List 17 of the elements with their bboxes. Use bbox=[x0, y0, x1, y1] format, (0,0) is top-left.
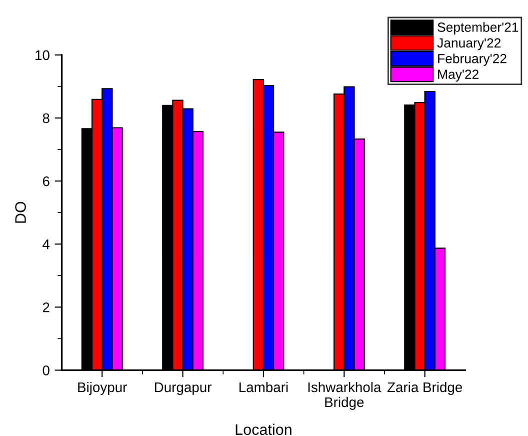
legend-label: February'22 bbox=[438, 54, 506, 66]
x-tick-label: Lambari bbox=[240, 382, 288, 392]
x-tick-label: Ishwarkhola Bridge bbox=[308, 382, 382, 410]
y-tick-label: 10 bbox=[36, 50, 50, 60]
y-tick-label: 6 bbox=[42, 176, 50, 186]
y-axis-title: DO bbox=[15, 202, 26, 223]
legend-label: September'21 bbox=[438, 22, 518, 34]
x-tick-label: Bijoypur bbox=[78, 382, 127, 395]
y-tick-label: 8 bbox=[42, 113, 50, 124]
x-axis-title: Location bbox=[236, 424, 292, 435]
x-tick-label: Durgapur bbox=[154, 382, 212, 395]
y-tick-label: 2 bbox=[42, 302, 50, 312]
legend-label: January'22 bbox=[437, 38, 501, 50]
legend-label: May'22 bbox=[438, 70, 478, 82]
x-tick-label: Zaria Bridge bbox=[387, 382, 462, 395]
y-tick-label: 4 bbox=[42, 240, 50, 250]
y-tick-label: 0 bbox=[42, 366, 50, 376]
